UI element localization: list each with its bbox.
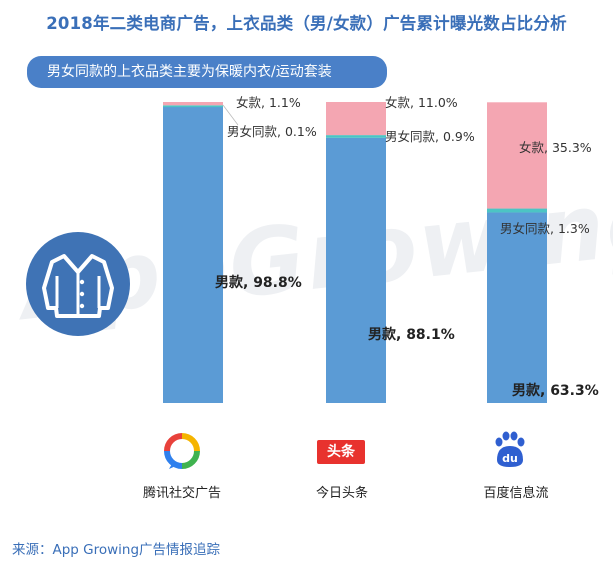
- bar-segment-female-2: [487, 102, 547, 209]
- bar-segment-female-1: [326, 102, 386, 136]
- category-label-baidu: 百度信息流: [483, 486, 549, 501]
- data-label-unisex-0: 男女同款, 0.1%: [227, 124, 317, 139]
- leader-line: [222, 104, 239, 126]
- data-label-female-0: 女款, 1.1%: [236, 95, 301, 110]
- data-label-male-2: 男款, 63.3%: [512, 382, 599, 399]
- data-label-male-1: 男款, 88.1%: [368, 326, 455, 343]
- data-label-female-2: 女款, 35.3%: [519, 140, 592, 155]
- bar-segment-female-0: [163, 102, 223, 106]
- bar-segment-unisex-0: [163, 105, 223, 108]
- category-label-tencent: 腾讯社交广告: [142, 486, 221, 501]
- chart-title: 2018年二类电商广告，上衣品类（男/女款）广告累计曝光数占比分析: [46, 14, 567, 33]
- bar-segment-unisex-1: [326, 135, 386, 138]
- source-note: 来源：App Growing广告情报追踪: [12, 542, 221, 558]
- data-label-male-0: 男款, 98.8%: [215, 274, 302, 291]
- data-label-unisex-2: 男女同款, 1.3%: [500, 221, 590, 236]
- insight-banner: 男女同款的上衣品类主要为保暖内衣/运动套装: [27, 56, 387, 88]
- baidu-paw-logo-icon: du: [489, 430, 529, 474]
- shirt-icon: [26, 232, 130, 336]
- bar-segment-male-1: [326, 137, 386, 403]
- tencent-social-logo-icon: [163, 432, 201, 474]
- toutiao-logo-icon: 头条: [317, 440, 365, 464]
- bar-segment-male-0: [163, 105, 223, 403]
- baidu-logo-text: du: [502, 452, 518, 465]
- bar-segment-unisex-2: [487, 208, 547, 213]
- bar-segment-male-2: [487, 212, 547, 403]
- data-label-unisex-1: 男女同款, 0.9%: [385, 129, 475, 144]
- data-label-female-1: 女款, 11.0%: [385, 95, 458, 110]
- category-label-toutiao: 今日头条: [315, 486, 368, 501]
